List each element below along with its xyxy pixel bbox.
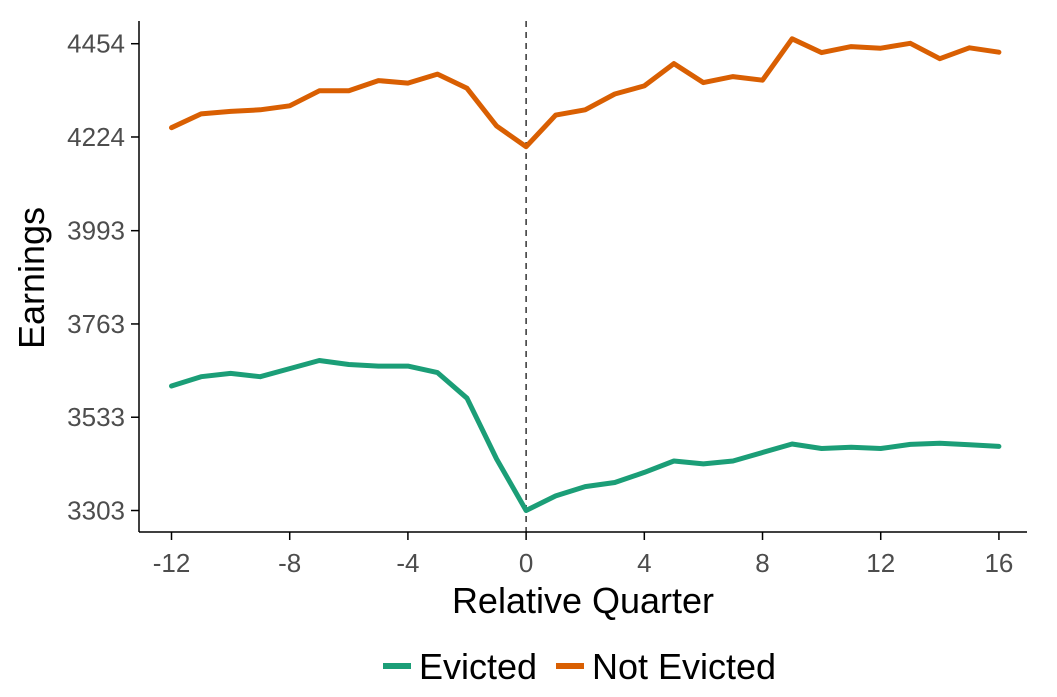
x-tick-label: 0 (519, 548, 533, 578)
x-tick-label: 12 (866, 548, 895, 578)
y-tick-label: 3533 (67, 402, 125, 432)
plot-area (169, 21, 1002, 532)
series-line-not-evicted (169, 36, 1002, 150)
y-tick-label: 3763 (67, 309, 125, 339)
x-tick-label: 4 (637, 548, 651, 578)
x-tick-label: -8 (278, 548, 301, 578)
x-tick-label: -4 (396, 548, 419, 578)
series-line-evicted (169, 358, 1002, 513)
series-layer (169, 36, 1002, 513)
legend-label-evicted: Evicted (419, 646, 537, 687)
x-tick-label: -12 (153, 548, 191, 578)
y-tick-label: 4224 (67, 122, 125, 152)
y-tick-label: 3993 (67, 216, 125, 246)
x-tick-label: 16 (984, 548, 1013, 578)
y-tick-label: 3303 (67, 496, 125, 526)
legend-label-not-evicted: Not Evicted (592, 646, 776, 687)
y-tick-label: 4454 (67, 29, 125, 59)
x-tick-label: 8 (755, 548, 769, 578)
y-axis-ticks: 3303 3533 3763 3993 4224 4454 (67, 29, 139, 526)
legend: Evicted Not Evicted (383, 646, 776, 687)
x-axis-ticks: -12 -8 -4 0 4 8 12 16 (153, 532, 1013, 578)
x-axis-title: Relative Quarter (452, 580, 714, 621)
y-axis-title: Earnings (11, 207, 52, 349)
